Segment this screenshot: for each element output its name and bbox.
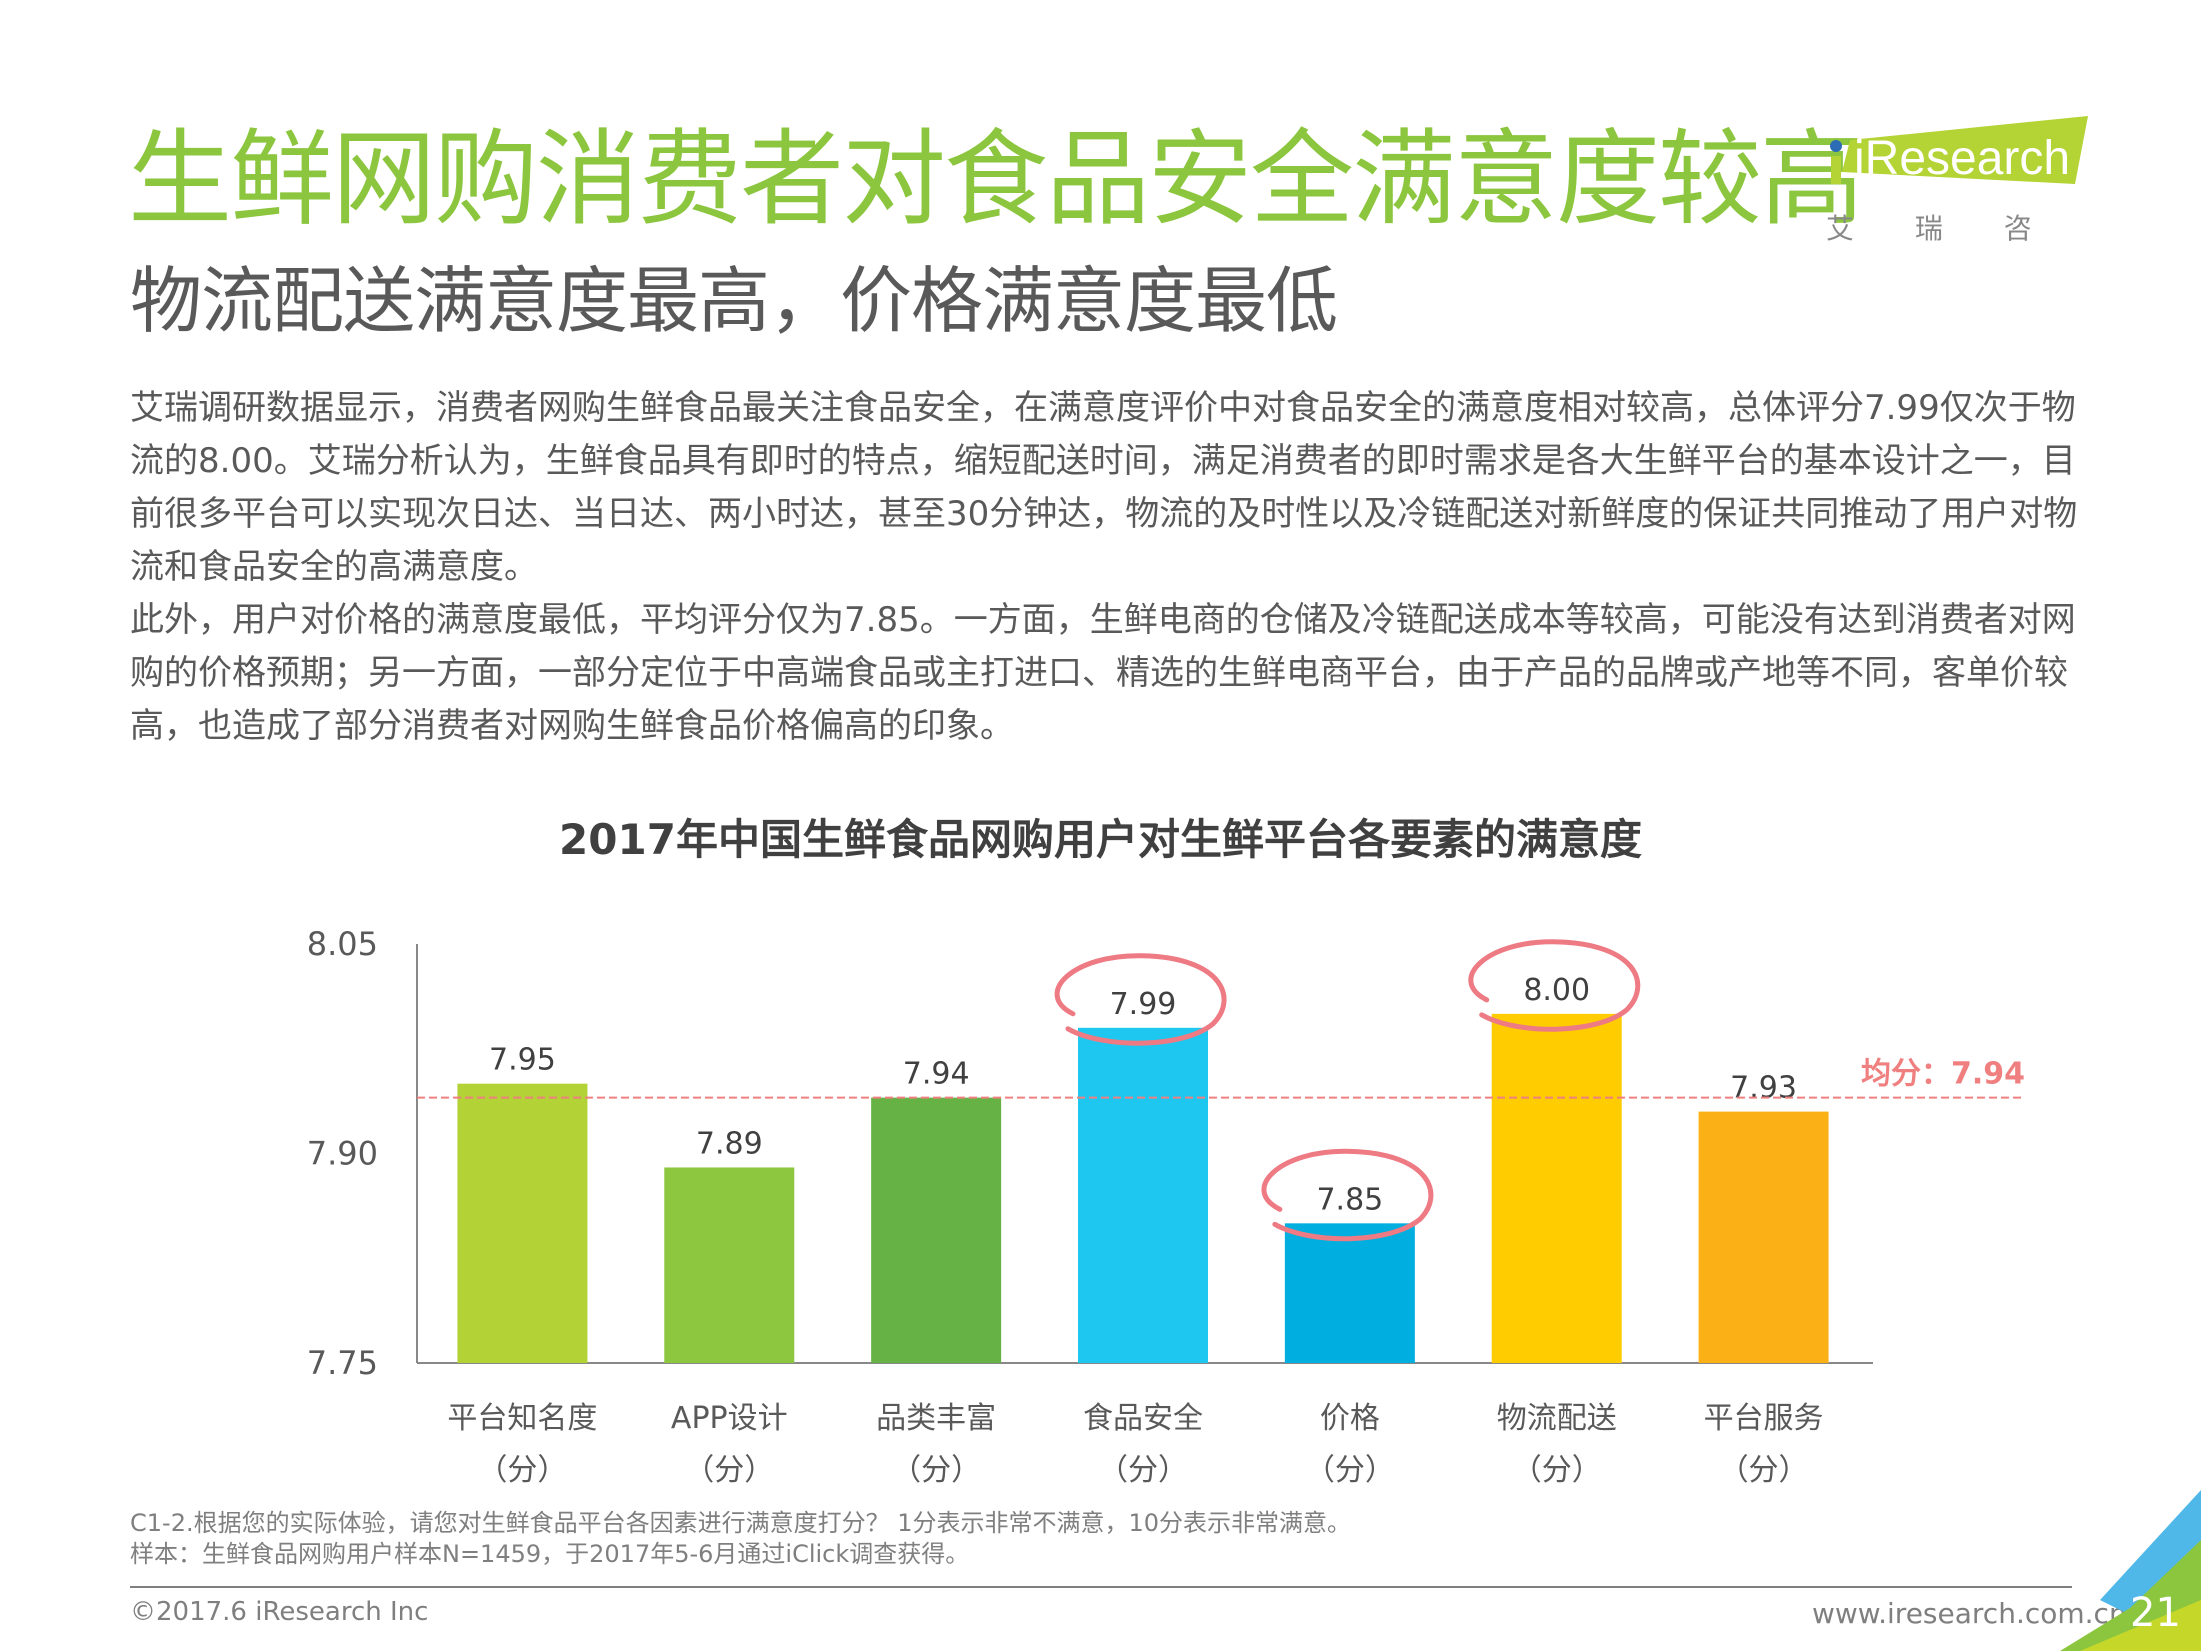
bar-2 xyxy=(664,1167,795,1363)
bar-value-label: 8.00 xyxy=(1523,973,1590,1008)
y-tick-label: 7.75 xyxy=(307,1344,378,1382)
page-number: 21 xyxy=(2130,1590,2181,1636)
bar-4 xyxy=(1078,1027,1208,1363)
bar-value-label: 7.89 xyxy=(696,1126,763,1161)
y-tick-label: 8.05 xyxy=(307,925,378,963)
bar-value-label: 7.95 xyxy=(489,1043,556,1078)
footer-divider xyxy=(130,1586,2072,1588)
copyright: ©2017.6 iResearch Inc xyxy=(130,1597,429,1627)
bar-5 xyxy=(1284,1223,1415,1363)
highlight-circle xyxy=(1468,939,1641,1032)
website-link[interactable]: www.iresearch.com.cn xyxy=(1812,1597,2127,1630)
footnote: C1-2.根据您的实际体验，请您对生鲜食品平台各因素进行满意度打分？ 1分表示非… xyxy=(130,1508,1351,1570)
bar-value-label: 7.85 xyxy=(1316,1182,1383,1217)
x-tick-unit: （分） xyxy=(891,1453,981,1488)
x-tick-label: 平台知名度 xyxy=(447,1401,597,1436)
x-tick-label: 品类丰富 xyxy=(876,1401,996,1436)
x-tick-unit: （分） xyxy=(1512,1453,1602,1488)
x-tick-unit: （分） xyxy=(1305,1453,1395,1488)
x-tick-unit: （分） xyxy=(477,1453,567,1488)
corner-decoration xyxy=(2060,1490,2201,1651)
corner-blue-stripe xyxy=(2100,1490,2201,1615)
highlight-circle xyxy=(1054,953,1227,1046)
bar-1 xyxy=(457,1083,588,1363)
logo-cn-text: 艾 瑞 咨 询 xyxy=(1826,212,2090,245)
x-tick-unit: （分） xyxy=(684,1453,774,1488)
x-tick-label: 食品安全 xyxy=(1083,1401,1203,1436)
bar-value-label: 7.94 xyxy=(903,1057,970,1092)
logo-text: iResearch xyxy=(1854,132,2070,185)
bar-value-label: 7.99 xyxy=(1110,987,1177,1022)
logo-i-stem xyxy=(1831,156,1841,184)
bar-6 xyxy=(1491,1013,1622,1363)
bar-3 xyxy=(871,1097,1002,1363)
x-tick-unit: （分） xyxy=(1719,1453,1809,1488)
x-tick-label: 物流配送 xyxy=(1497,1401,1617,1436)
bar-7 xyxy=(1698,1111,1829,1363)
body-paragraph-2: 此外，用户对价格的满意度最低，平均评分仅为7.85。一方面，生鲜电商的仓储及冷链… xyxy=(130,600,2076,746)
page-subtitle: 物流配送满意度最高，价格满意度最低 xyxy=(130,259,1338,343)
iresearch-logo: iResearch 艾 瑞 咨 询 xyxy=(1826,116,2090,245)
bar-value-label: 7.93 xyxy=(1730,1071,1797,1106)
logo-dot-icon xyxy=(1830,140,1842,152)
y-tick-label: 7.90 xyxy=(307,1135,378,1173)
x-tick-label: 价格 xyxy=(1320,1401,1380,1436)
average-label: 均分：7.94 xyxy=(1861,1057,2025,1092)
corner-yellow-shape xyxy=(2080,1600,2201,1651)
footnote-question: C1-2.根据您的实际体验，请您对生鲜食品平台各因素进行满意度打分？ 1分表示非… xyxy=(130,1509,1352,1537)
chart-title: 2017年中国生鲜食品网购用户对生鲜平台各要素的满意度 xyxy=(559,815,1642,864)
x-tick-unit: （分） xyxy=(1098,1453,1188,1488)
logo-banner-shape xyxy=(1842,116,2088,184)
page-title: 生鲜网购消费者对食品安全满意度较高 xyxy=(128,118,1864,240)
footnote-sample: 样本：生鲜食品网购用户样本N=1459，于2017年5-6月通过iClick调查… xyxy=(130,1540,970,1568)
x-tick-label: 平台服务 xyxy=(1704,1401,1824,1436)
highlight-circle xyxy=(1261,1148,1434,1242)
body-paragraph-1: 艾瑞调研数据显示，消费者网购生鲜食品最关注食品安全，在满意度评价中对食品安全的满… xyxy=(130,388,2078,587)
x-tick-label: APP设计 xyxy=(671,1401,788,1436)
